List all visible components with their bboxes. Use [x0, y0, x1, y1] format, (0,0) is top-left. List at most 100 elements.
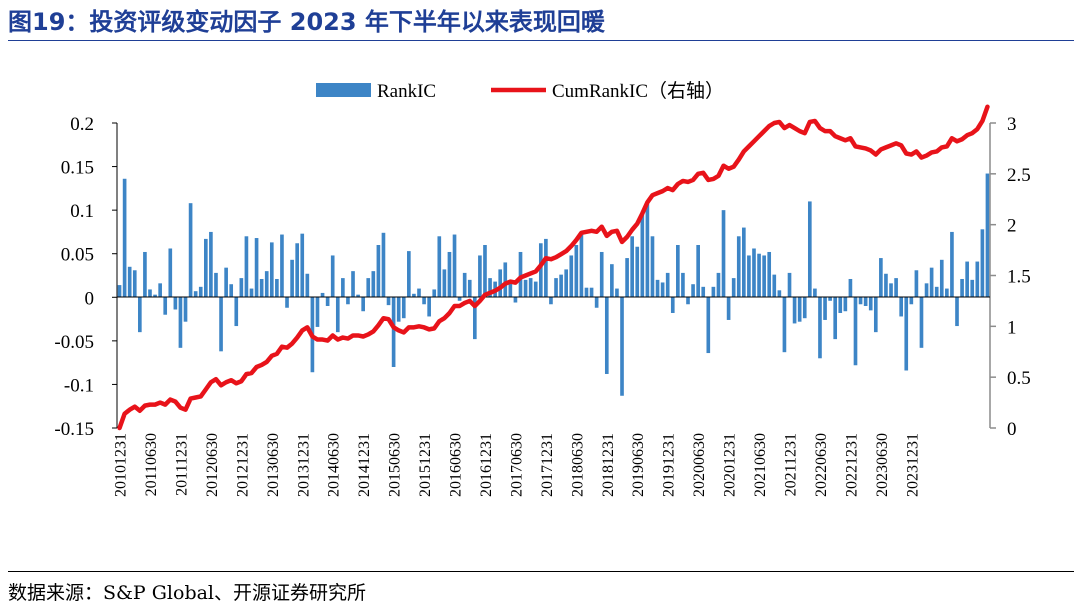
rankic-bar [249, 288, 254, 298]
rankic-bar [985, 173, 990, 298]
figure-title: 图19：投资评级变动因子 2023 年下半年以来表现回暖 [8, 8, 605, 36]
rankic-bar [330, 255, 335, 298]
rankic-bar [980, 229, 985, 298]
rankic-bar [356, 294, 360, 298]
source-rule [8, 571, 1074, 572]
rankic-bar [879, 258, 883, 298]
right-tick-label: 0.5 [1007, 368, 1031, 389]
source-note: 数据来源：S&P Global、开源证券研究所 [8, 582, 367, 604]
x-tick-label: 20210630 [752, 433, 769, 497]
rankic-bar [163, 297, 168, 315]
rankic-bar [843, 297, 848, 312]
rankic-bar [447, 251, 452, 298]
rankic-bar [488, 278, 492, 298]
rankic-bar [407, 251, 411, 298]
title-rule [8, 40, 1074, 41]
rankic-bar [904, 297, 909, 371]
legend-cumrankic-label: CumRankIC（右轴） [552, 80, 724, 102]
x-tick-label: 20160630 [448, 433, 465, 497]
rankic-bar [574, 245, 579, 298]
rankic-bar [193, 291, 198, 298]
rankic-bar [762, 255, 766, 298]
rankic-bar [696, 245, 700, 298]
rankic-bar [198, 286, 203, 298]
rankic-bar [391, 297, 396, 367]
rankic-bar [234, 297, 239, 327]
x-tick-label: 20220630 [813, 433, 830, 497]
rankic-bar [183, 297, 188, 322]
rankic-bar [341, 278, 345, 298]
rankic-bar [513, 297, 518, 303]
rankic-bar [635, 246, 640, 298]
rankic-bar [610, 264, 614, 298]
rankic-bar [721, 210, 726, 298]
rankic-bar [325, 297, 330, 306]
rankic-bar [554, 278, 558, 298]
rankic-bar [802, 297, 807, 319]
rankic-bar [275, 278, 279, 298]
right-tick-label: 1 [1007, 317, 1017, 338]
rankic-bar [432, 289, 437, 298]
x-tick-label: 20120630 [204, 433, 221, 497]
rankic-bar [219, 297, 223, 352]
rankic-bar [731, 278, 736, 298]
rankic-bar [670, 297, 675, 313]
x-tick-label: 20161231 [478, 433, 495, 497]
rankic-bar [594, 297, 599, 308]
rankic-bar [335, 297, 340, 333]
rankic-bar [782, 297, 787, 353]
rankic-bar [701, 286, 706, 298]
x-tick-label: 20180630 [569, 433, 586, 497]
rankic-bar [792, 297, 797, 324]
rankic-bar [807, 201, 812, 298]
rankic-bar [955, 297, 959, 327]
rankic-bar [645, 201, 650, 298]
rankic-bar [214, 272, 218, 298]
rankic-bar [168, 248, 173, 298]
rankic-bar [742, 227, 746, 298]
rankic-bars [117, 173, 990, 396]
rankic-bar [579, 233, 584, 298]
x-tick-label: 20111231 [173, 433, 190, 496]
legend-rankic-swatch [316, 83, 371, 97]
rankic-bar [204, 238, 208, 298]
x-tick-label: 20130630 [265, 433, 282, 497]
rankic-bar [564, 269, 569, 298]
rankic-bar [853, 297, 858, 366]
rankic-bar [132, 270, 137, 298]
cumrankic-line [117, 104, 990, 431]
rankic-bar [726, 297, 731, 320]
rankic-bar [178, 297, 183, 348]
rankic-bar [346, 297, 350, 305]
rankic-bar [960, 278, 964, 298]
rankic-bar [285, 297, 289, 308]
rankic-bar [315, 297, 320, 327]
right-tick-label: 2 [1007, 216, 1017, 237]
rankic-bar [914, 270, 919, 298]
x-tick-label: 20201231 [722, 433, 739, 497]
rankic-bar [909, 297, 914, 305]
rankic-bar [437, 236, 442, 298]
x-tick-label: 20211231 [783, 433, 800, 496]
rankic-bar [361, 297, 365, 312]
rankic-bar [676, 245, 680, 298]
rankic-bar [706, 297, 711, 354]
rankic-bar [117, 285, 122, 298]
x-tick-label: 20200630 [691, 433, 708, 497]
rankic-bar [457, 297, 462, 301]
rankic-bar [462, 272, 467, 298]
rankic-bar [934, 286, 939, 298]
rankic-bar [823, 297, 827, 320]
rankic-bar [518, 251, 523, 298]
legend: RankIC CumRankIC（右轴） [316, 80, 724, 102]
rankic-bar [508, 281, 513, 298]
rankic-bar [681, 272, 685, 298]
rankic-bar [889, 283, 893, 298]
rankic-bar [818, 297, 822, 359]
rankic-bar [691, 284, 695, 298]
rankic-bar [269, 242, 274, 298]
rankic-bar [686, 297, 690, 305]
x-tick-label: 20191231 [661, 433, 678, 497]
right-tick-label: 1.5 [1007, 267, 1031, 288]
rankic-bar [569, 255, 574, 298]
